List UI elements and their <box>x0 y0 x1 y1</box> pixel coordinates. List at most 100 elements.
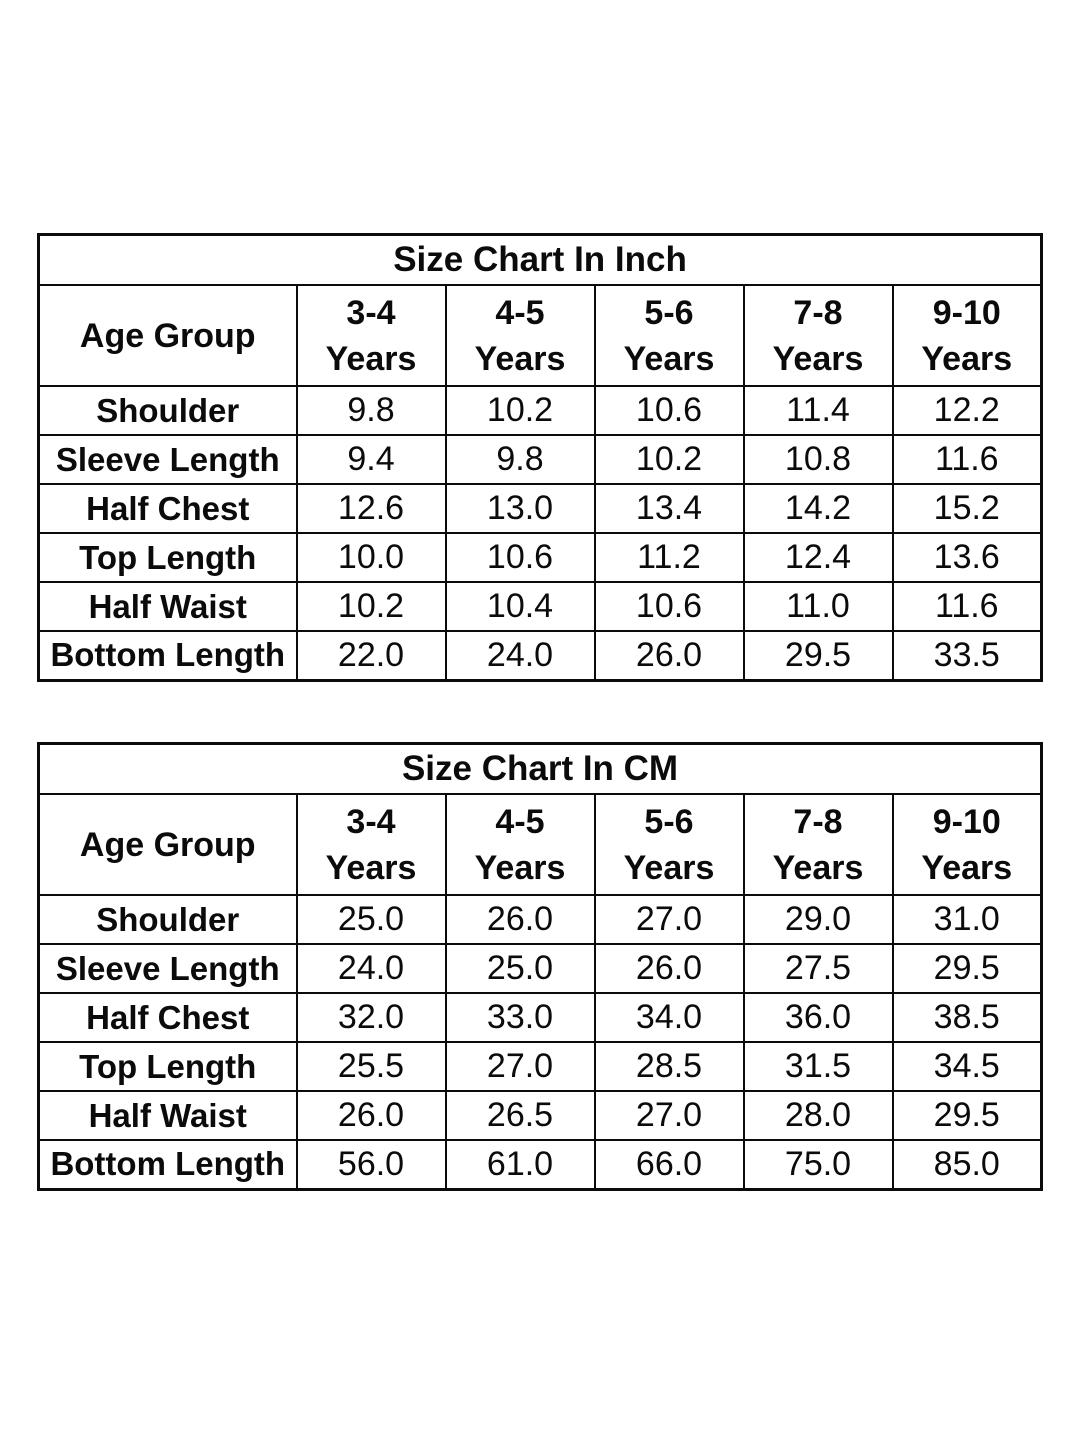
measurement-value: 26.5 <box>444 1090 596 1141</box>
measurement-value: 36.0 <box>742 992 894 1043</box>
measurement-value: 34.0 <box>593 992 745 1043</box>
age-column-header: 4-5 Years <box>444 793 596 896</box>
measurement-value: 28.5 <box>593 1041 745 1092</box>
measurement-value: 25.0 <box>444 943 596 994</box>
table-title: Size Chart In CM <box>37 742 1043 795</box>
age-column-header: 4-5 Years <box>444 284 596 387</box>
measurement-value: 34.5 <box>891 1041 1043 1092</box>
measurement-label: Half Chest <box>37 483 298 534</box>
table-row: Half Chest 12.6 13.0 13.4 14.2 15.2 <box>37 483 1043 534</box>
table-row: Top Length 25.5 27.0 28.5 31.5 34.5 <box>37 1041 1043 1092</box>
age-unit-label: Years <box>325 848 417 887</box>
age-unit-label: Years <box>623 848 715 887</box>
measurement-value: 29.0 <box>742 894 894 945</box>
measurement-value: 24.0 <box>295 943 447 994</box>
measurement-value: 11.4 <box>742 385 894 436</box>
measurement-value: 26.0 <box>295 1090 447 1141</box>
measurement-value: 27.5 <box>742 943 894 994</box>
measurement-value: 9.8 <box>295 385 447 436</box>
measurement-value: 10.2 <box>593 434 745 485</box>
age-column-header: 3-4 Years <box>295 284 447 387</box>
measurement-value: 10.2 <box>444 385 596 436</box>
age-range-label: 9-10 <box>932 802 1001 841</box>
measurement-value: 11.0 <box>742 581 894 632</box>
age-unit-label: Years <box>474 848 566 887</box>
measurement-value: 13.4 <box>593 483 745 534</box>
table-row: Top Length 10.0 10.6 11.2 12.4 13.6 <box>37 532 1043 583</box>
age-group-header: Age Group <box>37 793 298 896</box>
measurement-value: 9.4 <box>295 434 447 485</box>
age-unit-label: Years <box>921 339 1013 378</box>
measurement-value: 12.6 <box>295 483 447 534</box>
measurement-value: 27.0 <box>593 1090 745 1141</box>
table-title-row: Size Chart In Inch <box>37 233 1043 286</box>
measurement-value: 11.2 <box>593 532 745 583</box>
measurement-value: 10.6 <box>444 532 596 583</box>
measurement-value: 32.0 <box>295 992 447 1043</box>
measurement-value: 56.0 <box>295 1139 447 1190</box>
age-range-label: 9-10 <box>932 293 1001 332</box>
measurement-value: 25.0 <box>295 894 447 945</box>
measurement-value: 66.0 <box>593 1139 745 1190</box>
measurement-value: 29.5 <box>742 630 894 681</box>
measurement-value: 24.0 <box>444 630 596 681</box>
measurement-value: 26.0 <box>593 630 745 681</box>
table-row: Bottom Length 22.0 24.0 26.0 29.5 33.5 <box>37 630 1043 681</box>
measurement-value: 33.0 <box>444 992 596 1043</box>
measurement-value: 10.6 <box>593 385 745 436</box>
measurement-value: 13.6 <box>891 532 1043 583</box>
size-chart-inch-table: Size Chart In Inch Age Group 3-4 Years 4… <box>37 233 1044 682</box>
table-row: Sleeve Length 24.0 25.0 26.0 27.5 29.5 <box>37 943 1043 994</box>
measurement-label: Top Length <box>37 1041 298 1092</box>
measurement-value: 13.0 <box>444 483 596 534</box>
measurement-value: 28.0 <box>742 1090 894 1141</box>
age-unit-label: Years <box>325 339 417 378</box>
age-unit-label: Years <box>474 339 566 378</box>
age-column-header: 3-4 Years <box>295 793 447 896</box>
measurement-label: Sleeve Length <box>37 434 298 485</box>
measurement-value: 9.8 <box>444 434 596 485</box>
table-row: Sleeve Length 9.4 9.8 10.2 10.8 11.6 <box>37 434 1043 485</box>
measurement-label: Sleeve Length <box>37 943 298 994</box>
measurement-value: 26.0 <box>444 894 596 945</box>
measurement-label: Shoulder <box>37 385 298 436</box>
table-header-row: Age Group 3-4 Years 4-5 Years 5-6 Years … <box>37 793 1043 896</box>
measurement-value: 25.5 <box>295 1041 447 1092</box>
measurement-value: 10.4 <box>444 581 596 632</box>
measurement-value: 10.0 <box>295 532 447 583</box>
size-chart-cm-table: Size Chart In CM Age Group 3-4 Years 4-5… <box>37 742 1044 1191</box>
measurement-value: 11.6 <box>891 434 1043 485</box>
age-unit-label: Years <box>772 848 864 887</box>
measurement-value: 10.6 <box>593 581 745 632</box>
table-row: Bottom Length 56.0 61.0 66.0 75.0 85.0 <box>37 1139 1043 1190</box>
table-title: Size Chart In Inch <box>37 233 1043 286</box>
table-row: Half Waist 10.2 10.4 10.6 11.0 11.6 <box>37 581 1043 632</box>
age-column-header: 7-8 Years <box>742 793 894 896</box>
measurement-value: 27.0 <box>444 1041 596 1092</box>
measurement-label: Shoulder <box>37 894 298 945</box>
measurement-value: 10.8 <box>742 434 894 485</box>
age-range-label: 7-8 <box>793 802 843 841</box>
measurement-value: 31.5 <box>742 1041 894 1092</box>
age-group-header: Age Group <box>37 284 298 387</box>
measurement-label: Half Waist <box>37 581 298 632</box>
table-title-row: Size Chart In CM <box>37 742 1043 795</box>
measurement-value: 11.6 <box>891 581 1043 632</box>
table-row: Half Waist 26.0 26.5 27.0 28.0 29.5 <box>37 1090 1043 1141</box>
age-range-label: 4-5 <box>495 293 545 332</box>
age-range-label: 3-4 <box>346 802 396 841</box>
age-column-header: 5-6 Years <box>593 793 745 896</box>
table-row: Shoulder 9.8 10.2 10.6 11.4 12.2 <box>37 385 1043 436</box>
measurement-value: 29.5 <box>891 1090 1043 1141</box>
table-row: Half Chest 32.0 33.0 34.0 36.0 38.5 <box>37 992 1043 1043</box>
age-column-header: 5-6 Years <box>593 284 745 387</box>
measurement-value: 15.2 <box>891 483 1043 534</box>
age-range-label: 4-5 <box>495 802 545 841</box>
age-unit-label: Years <box>772 339 864 378</box>
age-unit-label: Years <box>623 339 715 378</box>
age-range-label: 5-6 <box>644 293 694 332</box>
age-range-label: 5-6 <box>644 802 694 841</box>
age-column-header: 9-10 Years <box>891 793 1043 896</box>
measurement-label: Half Chest <box>37 992 298 1043</box>
measurement-value: 75.0 <box>742 1139 894 1190</box>
